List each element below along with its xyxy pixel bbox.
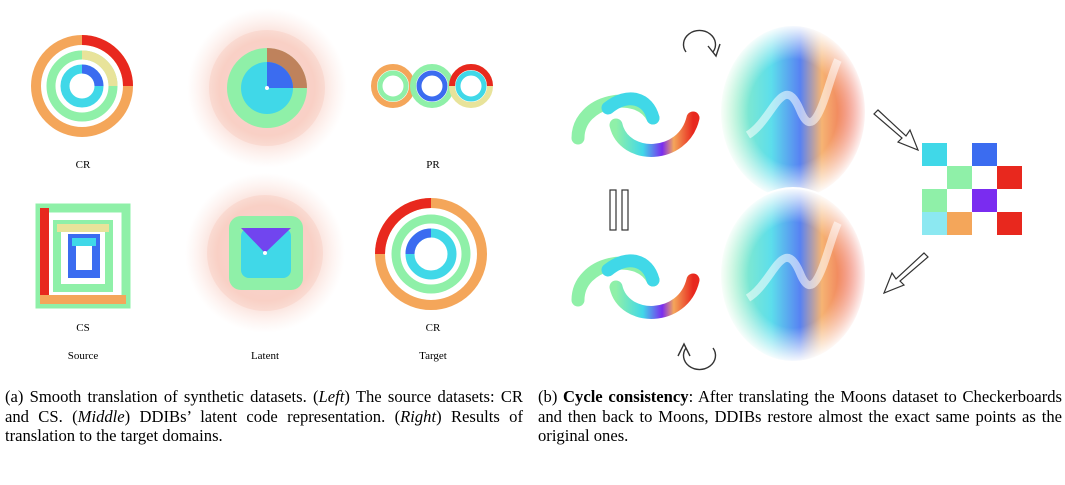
cycle-arrow-bottom (677, 342, 717, 371)
panel-a-figure (31, 8, 493, 333)
caption-a-part3: ) DDIBs’ latent code representation. ( (124, 406, 401, 426)
caption-b-rest: : After translating the Moons dataset to… (538, 387, 1063, 445)
cycle-arrow-top (682, 29, 721, 58)
caption-a-part2: ) The source datasets: CR and CS. ( (5, 387, 523, 426)
target-cr-rings (375, 198, 487, 310)
label-cr-source: CR (75, 159, 91, 171)
source-cs-squares (35, 203, 131, 309)
caption-a-middle: Middle (77, 406, 125, 426)
caption-a: (a) Smooth translation of synthetic data… (5, 387, 523, 446)
caption-a-part4: ) Results of translation to the target d… (5, 406, 523, 446)
checkerboard (922, 143, 1022, 235)
latent-cloud-bottom (719, 187, 867, 363)
caption-a-prefix: (a) Smooth translation of synthetic data… (5, 387, 319, 406)
arrow-down-right (873, 109, 920, 152)
column-label-target: Target (419, 350, 447, 362)
caption-b-bold: Cycle consistency (563, 387, 689, 406)
target-pr-rings (371, 64, 493, 108)
caption-b: (b) Cycle consistency: After translating… (538, 387, 1062, 446)
panel-b-figure (571, 24, 1022, 371)
label-cr-target: CR (425, 322, 441, 334)
column-label-latent: Latent (250, 350, 280, 362)
moons-source (571, 92, 700, 157)
label-pr-target: PR (426, 159, 440, 171)
arrow-down-left (882, 252, 929, 295)
panel-a: CR PR CS CR Source Latent Target (a) Smo… (0, 0, 530, 485)
caption-b-prefix: (b) (538, 387, 564, 406)
latent-cloud-top (719, 24, 867, 200)
caption-a-right: Right (400, 406, 437, 426)
latent-cloud-cs (185, 173, 345, 333)
source-cr-rings (31, 35, 133, 137)
label-cs-source: CS (76, 322, 90, 334)
column-label-source: Source (67, 350, 99, 362)
moons-restored (571, 254, 700, 319)
panel-b: (b) Cycle consistency: After translating… (538, 0, 1065, 485)
equals-sign (609, 189, 629, 231)
caption-a-left: Left (318, 387, 345, 406)
latent-cloud-cr (187, 8, 347, 168)
